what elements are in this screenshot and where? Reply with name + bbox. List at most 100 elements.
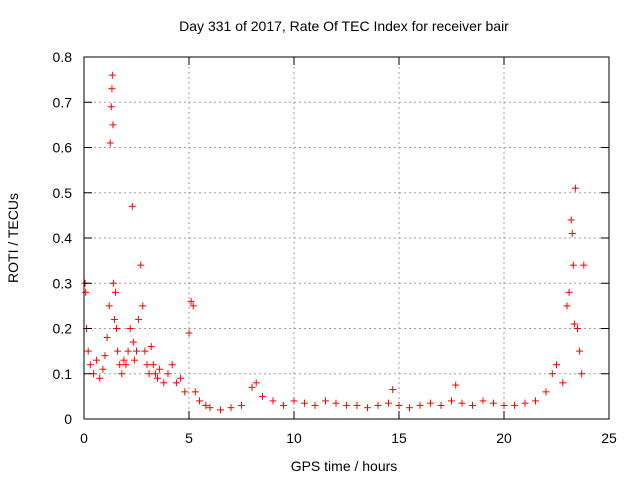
data-point <box>580 261 588 269</box>
data-point <box>206 404 214 412</box>
data-point <box>406 404 413 412</box>
x-tick-label: 10 <box>286 430 302 446</box>
data-point <box>559 379 567 387</box>
data-point <box>105 302 113 310</box>
data-point <box>202 401 210 409</box>
data-point <box>126 325 134 332</box>
data-point <box>164 370 172 378</box>
data-point <box>565 288 573 296</box>
data-point <box>452 381 460 389</box>
data-point <box>141 347 149 355</box>
data-point <box>86 361 94 369</box>
data-point <box>570 320 578 328</box>
data-point <box>120 356 128 364</box>
data-point <box>168 361 176 369</box>
data-point <box>511 401 518 409</box>
data-point <box>301 399 308 407</box>
data-point <box>416 401 424 409</box>
data-point <box>109 279 117 287</box>
data-point <box>252 379 260 387</box>
data-point <box>84 347 92 355</box>
x-tick-label: 0 <box>80 430 88 446</box>
y-tick-label: 0.8 <box>53 49 73 65</box>
data-point <box>217 406 224 414</box>
data-point <box>574 325 581 332</box>
data-point <box>290 397 298 405</box>
data-point <box>109 121 117 129</box>
data-point <box>93 356 101 364</box>
data-point <box>389 386 397 394</box>
data-point <box>151 370 159 378</box>
data-point <box>101 352 109 360</box>
data-point <box>353 401 361 409</box>
data-point <box>500 401 508 409</box>
data-point <box>108 71 116 79</box>
data-point <box>177 374 185 382</box>
data-point <box>130 356 138 364</box>
y-tick-label: 0.5 <box>53 185 73 201</box>
data-point <box>437 401 445 409</box>
data-point <box>568 229 576 237</box>
y-tick-label: 0.6 <box>53 140 73 156</box>
data-point <box>160 379 168 387</box>
data-point <box>374 401 382 409</box>
data-point <box>128 202 136 210</box>
data-point <box>110 315 118 323</box>
data-point <box>578 370 586 378</box>
data-point <box>139 302 147 310</box>
data-point <box>553 361 560 369</box>
data-point <box>332 399 340 407</box>
data-point <box>181 388 189 396</box>
y-axis-label: ROTI / TECUs <box>5 193 21 283</box>
chart-title: Day 331 of 2017, Rate Of TEC Index for r… <box>179 18 509 34</box>
data-point <box>280 401 287 409</box>
y-tick-label: 0.3 <box>53 275 73 291</box>
y-tick-label: 0.2 <box>53 321 73 337</box>
data-point <box>145 370 153 378</box>
data-point <box>576 347 584 355</box>
y-tick-label: 0 <box>64 411 72 427</box>
data-point <box>479 397 487 405</box>
data-point <box>395 401 403 409</box>
data-point <box>143 361 151 369</box>
data-point <box>96 374 104 382</box>
data-point <box>114 347 122 355</box>
data-point <box>108 85 116 93</box>
data-point <box>269 397 277 405</box>
data-point <box>116 361 124 369</box>
data-point <box>149 361 157 369</box>
data-point <box>113 325 121 332</box>
y-tick-label: 0.4 <box>53 230 73 246</box>
data-point <box>567 216 575 224</box>
data-point <box>135 315 143 323</box>
x-tick-label: 25 <box>601 430 617 446</box>
data-point <box>542 388 550 396</box>
data-point <box>129 338 137 346</box>
data-point <box>311 401 319 409</box>
data-point <box>532 397 539 405</box>
data-point <box>112 288 119 296</box>
data-point <box>458 399 466 407</box>
data-point <box>118 370 126 378</box>
data-point <box>569 261 577 269</box>
data-point <box>548 370 556 378</box>
data-point <box>563 302 571 310</box>
data-point <box>187 297 195 305</box>
data-point <box>147 343 155 351</box>
data-point <box>521 399 529 407</box>
data-point <box>82 288 90 296</box>
y-tick-label: 0.7 <box>53 94 73 110</box>
data-point <box>448 397 455 405</box>
y-tick-label: 0.1 <box>53 366 73 382</box>
data-point <box>191 388 199 396</box>
x-tick-label: 20 <box>496 430 512 446</box>
data-point <box>196 397 203 405</box>
data-point <box>571 184 579 192</box>
x-tick-label: 15 <box>391 430 407 446</box>
data-point <box>103 334 111 342</box>
data-point <box>469 401 476 409</box>
data-point <box>122 361 130 369</box>
axis-ticks <box>83 56 610 420</box>
